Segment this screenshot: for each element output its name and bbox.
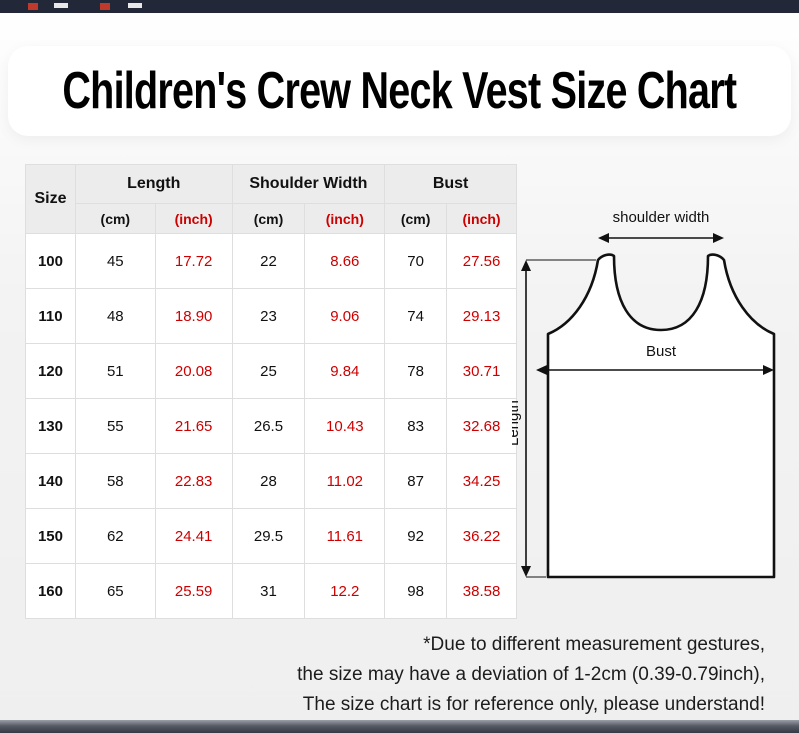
- bust-cm-cell: 98: [384, 563, 448, 619]
- bust-inch-cell: 27.56: [446, 233, 517, 289]
- column-header-bust: Bust: [384, 164, 517, 204]
- bust-cm-cell: 70: [384, 233, 448, 289]
- unit-inch: (inch): [446, 203, 517, 234]
- decor-white-mark: [54, 3, 68, 8]
- bust-cm-cell: 92: [384, 508, 448, 564]
- length-inch-cell: 22.83: [154, 453, 233, 509]
- length-label: Length: [512, 400, 522, 446]
- shoulder-inch-cell: 9.84: [304, 343, 386, 399]
- shoulder-cm-cell: 25: [231, 343, 306, 399]
- footnote-line: *Due to different measurement gestures,: [423, 634, 765, 655]
- size-cell: 130: [25, 398, 76, 454]
- table-row: 110 48 18.90 23 9.06 74 29.13: [25, 288, 517, 344]
- unit-cm: (cm): [74, 203, 156, 234]
- column-header-length: Length: [74, 164, 233, 204]
- length-cm-cell: 48: [74, 288, 156, 344]
- arrowhead-left-icon: [536, 365, 547, 375]
- length-inch-cell: 21.65: [154, 398, 233, 454]
- shoulder-inch-cell: 9.06: [304, 288, 386, 344]
- bust-cm-cell: 78: [384, 343, 448, 399]
- decor-white-mark: [128, 3, 142, 8]
- length-cm-cell: 51: [74, 343, 156, 399]
- shoulder-cm-cell: 28: [231, 453, 306, 509]
- table-row: 100 45 17.72 22 8.66 70 27.56: [25, 233, 517, 289]
- bust-cm-cell: 74: [384, 288, 448, 344]
- shoulder-inch-cell: 12.2: [304, 563, 386, 619]
- table-row: 160 65 25.59 31 12.2 98 38.58: [25, 563, 517, 619]
- vest-diagram-svg: shoulder width Bust Length: [505, 209, 776, 579]
- arrowhead-right-icon: [713, 233, 724, 243]
- arrowhead-right-icon: [763, 365, 774, 375]
- shoulder-inch-cell: 11.02: [304, 453, 386, 509]
- shoulder-inch-cell: 8.66: [304, 233, 386, 289]
- vest-outline: [546, 253, 776, 579]
- top-decor-strip: [0, 0, 799, 13]
- shoulder-width-label: shoulder width: [613, 209, 710, 226]
- length-inch-cell: 25.59: [154, 563, 233, 619]
- arrowhead-down-icon: [521, 566, 531, 577]
- bust-inch-cell: 36.22: [446, 508, 517, 564]
- size-cell: 160: [25, 563, 76, 619]
- vest-measurement-diagram: shoulder width Bust Length: [505, 192, 798, 616]
- unit-inch: (inch): [154, 203, 233, 234]
- table-units-row: (cm) (inch) (cm) (inch) (cm) (inch): [26, 203, 517, 234]
- table-row: 140 58 22.83 28 11.02 87 34.25: [25, 453, 517, 509]
- unit-inch: (inch): [304, 203, 386, 234]
- length-inch-cell: 20.08: [154, 343, 233, 399]
- decor-red-mark: [28, 3, 38, 10]
- size-cell: 140: [25, 453, 76, 509]
- page-title: Children's Crew Neck Vest Size Chart: [62, 62, 738, 120]
- table-header-row: Size Length Shoulder Width Bust: [25, 164, 517, 234]
- bust-inch-cell: 32.68: [446, 398, 517, 454]
- size-cell: 150: [25, 508, 76, 564]
- bust-cm-cell: 87: [384, 453, 448, 509]
- length-inch-cell: 18.90: [154, 288, 233, 344]
- shoulder-cm-cell: 26.5: [231, 398, 306, 454]
- unit-cm: (cm): [384, 203, 448, 234]
- shoulder-cm-cell: 22: [231, 233, 306, 289]
- length-cm-cell: 55: [74, 398, 156, 454]
- bust-inch-cell: 34.25: [446, 453, 517, 509]
- size-chart-table: Size Length Shoulder Width Bust (cm) (in…: [25, 164, 517, 619]
- bust-label: Bust: [646, 343, 677, 360]
- size-cell: 100: [25, 233, 76, 289]
- shoulder-cm-cell: 29.5: [231, 508, 306, 564]
- unit-cm: (cm): [231, 203, 306, 234]
- column-header-shoulder-width: Shoulder Width: [231, 164, 386, 204]
- footnote-line: the size may have a deviation of 1-2cm (…: [297, 664, 765, 685]
- bust-inch-cell: 29.13: [446, 288, 517, 344]
- length-cm-cell: 45: [74, 233, 156, 289]
- bust-cm-cell: 83: [384, 398, 448, 454]
- arrowhead-up-icon: [521, 260, 531, 271]
- shoulder-cm-cell: 31: [231, 563, 306, 619]
- shoulder-inch-cell: 10.43: [304, 398, 386, 454]
- size-chart-table-wrap: Size Length Shoulder Width Bust (cm) (in…: [25, 164, 517, 619]
- arrowhead-left-icon: [598, 233, 609, 243]
- column-header-size: Size: [25, 164, 76, 234]
- length-cm-cell: 62: [74, 508, 156, 564]
- shoulder-inch-cell: 11.61: [304, 508, 386, 564]
- length-cm-cell: 65: [74, 563, 156, 619]
- bottom-decor-strip: [0, 720, 799, 733]
- size-cell: 120: [25, 343, 76, 399]
- length-cm-cell: 58: [74, 453, 156, 509]
- footnote-line: The size chart is for reference only, pl…: [302, 694, 765, 715]
- length-inch-cell: 24.41: [154, 508, 233, 564]
- length-inch-cell: 17.72: [154, 233, 233, 289]
- table-row: 130 55 21.65 26.5 10.43 83 32.68: [25, 398, 517, 454]
- bust-inch-cell: 30.71: [446, 343, 517, 399]
- table-row: 120 51 20.08 25 9.84 78 30.71: [25, 343, 517, 399]
- shoulder-cm-cell: 23: [231, 288, 306, 344]
- table-row: 150 62 24.41 29.5 11.61 92 36.22: [25, 508, 517, 564]
- footnote: *Due to different measurement gestures, …: [297, 630, 765, 720]
- title-band: Children's Crew Neck Vest Size Chart: [8, 46, 791, 136]
- decor-red-mark: [100, 3, 110, 10]
- bust-inch-cell: 38.58: [446, 563, 517, 619]
- size-cell: 110: [25, 288, 76, 344]
